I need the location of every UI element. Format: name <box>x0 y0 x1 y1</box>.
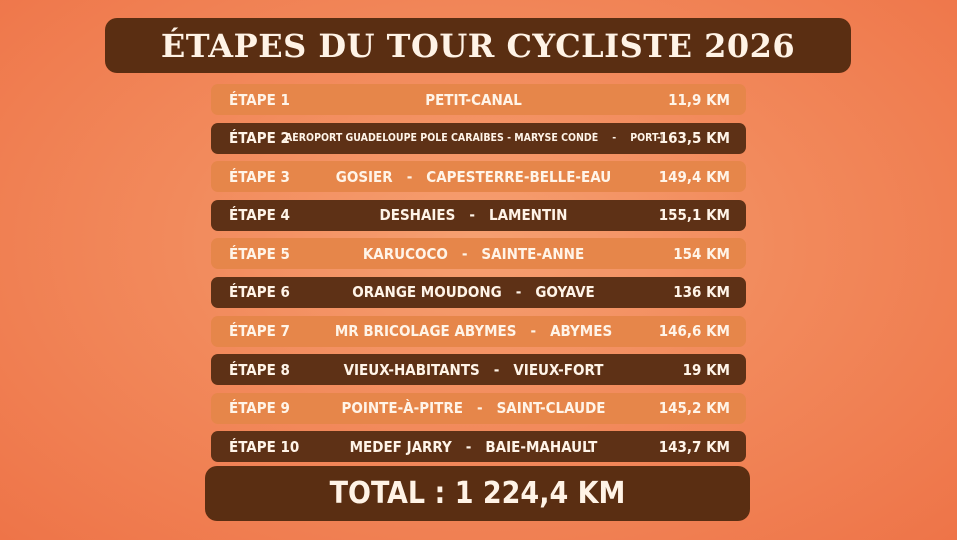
stage-start: VIEUX-HABITANTS <box>343 360 480 379</box>
stage-route: KARUCOCO - SAINTE-ANNE <box>291 245 656 263</box>
stage-row: ÉTAPE 9 POINTE-À-PITRE - SAINT-CLAUDE 145,2 … <box>211 392 746 424</box>
stages-list: ÉTAPE 1 PETIT-CANAL 11,9 KM ÉTAPE 2 AÉROPORT… <box>211 84 746 470</box>
route-separator: - <box>493 360 500 379</box>
stage-row: ÉTAPE 10 MEDEF JARRY - BAIE-MAHAULT 143,7 KM <box>211 431 746 463</box>
stage-finish: VIEUX-FORT <box>513 360 604 379</box>
stage-distance: 145,2 KM <box>658 399 730 418</box>
stage-route: POINTE-À-PITRE - SAINT-CLAUDE <box>291 399 656 417</box>
route-separator: - <box>476 399 483 418</box>
stage-finish: SAINTE-ANNE <box>481 244 585 263</box>
route-separator: - <box>515 283 522 302</box>
stage-finish: PORT-LOUIS <box>630 132 662 145</box>
stage-number: ÉTAPE 9 <box>229 399 290 418</box>
stage-start: DESHAIES <box>379 206 456 225</box>
stage-number: ÉTAPE 2 <box>229 129 290 148</box>
stage-route: VIEUX-HABITANTS - VIEUX-FORT <box>291 361 656 379</box>
stage-distance: 149,4 KM <box>658 167 730 186</box>
stage-start: MR BRICOLAGE ABYMES <box>334 322 517 341</box>
stage-route: GOSIER - CAPESTERRE-BELLE-EAU <box>291 168 656 186</box>
stage-finish: ABYMES <box>550 322 613 341</box>
stage-distance: 136 KM <box>673 283 730 302</box>
stage-distance: 143,7 KM <box>658 437 730 456</box>
route-separator: - <box>469 206 475 225</box>
stage-finish: BAIE-MAHAULT <box>485 437 598 456</box>
stage-number: ÉTAPE 4 <box>229 206 290 225</box>
stage-row: ÉTAPE 2 AÉROPORT GUADELOUPE PÔLE CARAÏBES… <box>211 122 746 154</box>
stage-finish: GOYAVE <box>535 283 595 302</box>
stage-route: MR BRICOLAGE ABYMES - ABYMES <box>291 322 656 340</box>
stage-number: ÉTAPE 1 <box>229 90 290 109</box>
stage-number: ÉTAPE 3 <box>229 167 290 186</box>
stage-route: AÉROPORT GUADELOUPE PÔLE CARAÏBES - MARY… <box>285 132 662 144</box>
route-separator: - <box>465 437 472 456</box>
stage-row: ÉTAPE 8 VIEUX-HABITANTS - VIEUX-FORT 19 KM <box>211 354 746 386</box>
total-banner: TOTAL : 1 224,4 KM <box>205 466 750 521</box>
stage-route: ORANGE MOUDONG - GOYAVE <box>291 283 656 301</box>
stage-start: PETIT-CANAL <box>425 90 522 109</box>
stage-row: ÉTAPE 7 MR BRICOLAGE ABYMES - ABYMES 146,6 K… <box>211 315 746 347</box>
stage-route: PETIT-CANAL <box>291 91 656 109</box>
route-separator: - <box>612 132 617 145</box>
stage-start: AÉROPORT GUADELOUPE PÔLE CARAÏBES - MARY… <box>285 132 599 145</box>
stage-row: ÉTAPE 1 PETIT-CANAL 11,9 KM <box>211 84 746 115</box>
stage-route: MEDEF JARRY - BAIE-MAHAULT <box>291 438 656 456</box>
stage-distance: 154 KM <box>673 244 730 263</box>
total-distance: TOTAL : 1 224,4 KM <box>329 476 626 511</box>
stage-number: ÉTAPE 8 <box>229 360 290 379</box>
stage-distance: 155,1 KM <box>658 206 730 225</box>
stage-distance: 146,6 KM <box>658 322 730 341</box>
stage-start: MEDEF JARRY <box>349 437 452 456</box>
stage-finish: CAPESTERRE-BELLE-EAU <box>426 167 612 186</box>
page-title: ÉTAPES DU TOUR CYCLISTE 2026 <box>160 26 796 65</box>
stage-distance: 19 KM <box>682 360 730 379</box>
stage-row: ÉTAPE 6 ORANGE MOUDONG - GOYAVE 136 KM <box>211 276 746 308</box>
stage-number: ÉTAPE 7 <box>229 322 290 341</box>
stage-start: GOSIER <box>335 167 393 186</box>
stage-start: KARUCOCO <box>362 244 448 263</box>
stage-start: ORANGE MOUDONG <box>352 283 502 302</box>
stage-distance: 11,9 KM <box>668 90 730 109</box>
stage-number: ÉTAPE 5 <box>229 244 290 263</box>
stage-row: ÉTAPE 3 GOSIER - CAPESTERRE-BELLE-EAU 149,4 … <box>211 161 746 193</box>
route-separator: - <box>530 322 537 341</box>
stage-row: ÉTAPE 5 KARUCOCO - SAINTE-ANNE 154 KM <box>211 238 746 270</box>
stage-start: POINTE-À-PITRE <box>341 399 463 418</box>
route-separator: - <box>406 167 413 186</box>
title-banner: ÉTAPES DU TOUR CYCLISTE 2026 <box>105 18 851 73</box>
stage-row: ÉTAPE 4 DESHAIES - LAMENTIN 155,1 KM <box>211 199 746 231</box>
stage-finish: SAINT-CLAUDE <box>496 399 606 418</box>
route-separator: - <box>461 244 468 263</box>
stage-finish: LAMENTIN <box>488 206 568 225</box>
stage-distance: 163,5 KM <box>658 129 730 148</box>
stage-route: DESHAIES - LAMENTIN <box>291 206 656 224</box>
stage-number: ÉTAPE 10 <box>229 437 300 456</box>
stage-number: ÉTAPE 6 <box>229 283 290 302</box>
